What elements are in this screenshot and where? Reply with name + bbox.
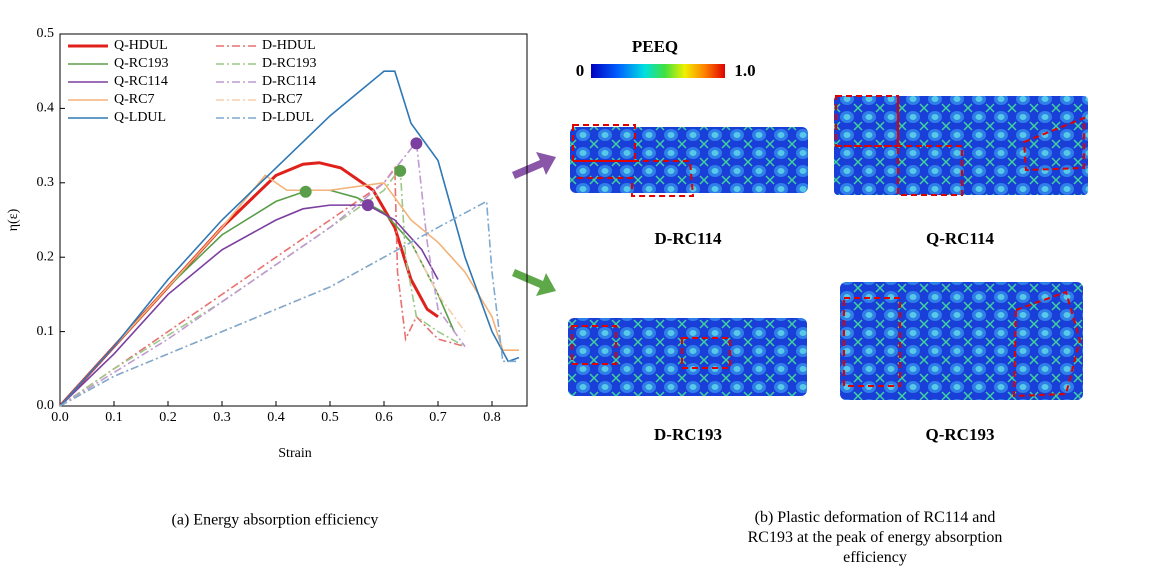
- y-axis-label: η(ε): [6, 208, 21, 231]
- line: [60, 168, 465, 406]
- legend-label: D-LDUL: [262, 110, 314, 125]
- x-tick-label: 0.6: [375, 410, 393, 425]
- y-tick-label: 0.0: [37, 398, 55, 413]
- x-tick-label: 0.4: [267, 410, 285, 425]
- panel-label: Q-RC114: [926, 229, 995, 248]
- colorbar-tick: 0: [576, 61, 585, 80]
- caption-b: (b) Plastic deformation of RC114 and RC1…: [730, 508, 1020, 568]
- x-tick-label: 0.7: [429, 410, 447, 425]
- panel-label: D-RC114: [654, 229, 722, 248]
- panel-images: [568, 96, 1088, 400]
- y-tick-label: 0.5: [37, 26, 55, 41]
- peak-marker: [362, 199, 374, 211]
- line: [60, 175, 519, 406]
- line: [60, 163, 438, 406]
- figure: PEEQ 0 1.0 D-RC114 Q-RC114 D-RC193 Q-RC1…: [0, 0, 1172, 554]
- x-tick-label: 0.8: [483, 410, 501, 425]
- colorbar-tick: 1.0: [734, 61, 755, 80]
- y-tick-label: 0.4: [37, 101, 55, 116]
- legend-label: Q-RC114: [114, 74, 168, 89]
- x-tick-label: 0.1: [105, 410, 123, 425]
- line: [60, 201, 519, 406]
- legend-label: D-RC114: [262, 74, 316, 89]
- colorbar-title: PEEQ: [632, 37, 678, 56]
- legend-label: Q-RC7: [114, 92, 154, 107]
- legend-label: D-RC7: [262, 92, 302, 107]
- legend-label: Q-LDUL: [114, 110, 166, 125]
- arrows: [512, 152, 556, 296]
- legend-label: D-HDUL: [262, 38, 316, 53]
- line: [60, 168, 465, 406]
- plot-frame: [60, 34, 527, 406]
- panel-label: D-RC193: [654, 425, 722, 444]
- peak-marker: [410, 137, 422, 149]
- page: PEEQ 0 1.0 D-RC114 Q-RC114 D-RC193 Q-RC1…: [0, 0, 1172, 554]
- x-tick-label: 0.5: [321, 410, 339, 425]
- y-tick-label: 0.1: [37, 324, 55, 339]
- peak-marker: [394, 165, 406, 177]
- x-tick-label: 0.3: [213, 410, 231, 425]
- peak-marker: [300, 186, 312, 198]
- y-tick-label: 0.2: [37, 249, 55, 264]
- caption-a: (a) Energy absorption efficiency: [172, 512, 379, 529]
- colorbar: [591, 64, 725, 78]
- panel-label: Q-RC193: [926, 425, 995, 444]
- legend-label: D-RC193: [262, 56, 316, 71]
- y-tick-label: 0.3: [37, 175, 55, 190]
- x-axis-label: Strain: [278, 446, 311, 461]
- legend-label: Q-RC193: [114, 56, 168, 71]
- legend-label: Q-HDUL: [114, 38, 168, 53]
- x-tick-label: 0.2: [159, 410, 177, 425]
